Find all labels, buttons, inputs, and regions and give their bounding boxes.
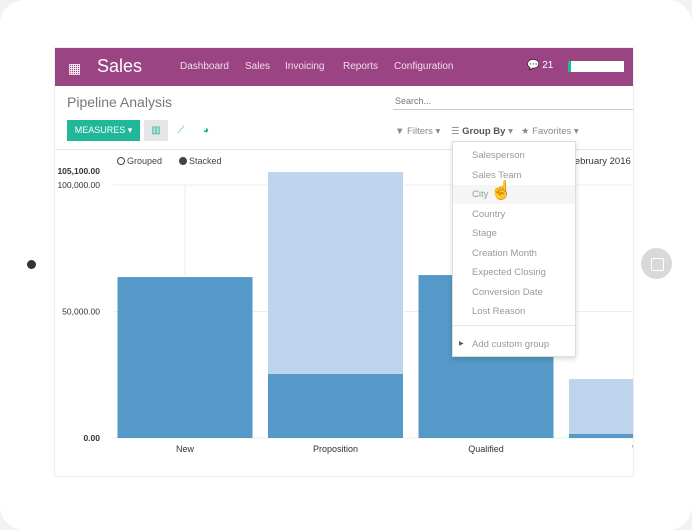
hand-cursor-icon: ☝ — [490, 180, 513, 200]
measures-button[interactable]: MEASURES ▾ — [67, 120, 140, 141]
app-brand: Sales — [97, 56, 143, 76]
x-tick-label: W — [632, 444, 634, 454]
favorites-label: Favorites — [532, 126, 572, 137]
y-tick-label: 50,000.00 — [62, 307, 100, 317]
bar-proposition-series-0[interactable] — [268, 373, 403, 438]
divider — [55, 149, 633, 150]
star-icon: ★ — [521, 126, 530, 137]
nav-reports[interactable]: Reports — [343, 61, 379, 72]
grouped-label: Grouped — [127, 156, 163, 166]
x-tick-label: Proposition — [313, 444, 358, 454]
x-tick-label: New — [176, 444, 195, 454]
favorites-button[interactable]: ★ Favorites ▾ — [521, 126, 579, 137]
grouped-radio[interactable]: Grouped — [117, 156, 162, 166]
line-chart-icon[interactable]: ⟋ — [177, 125, 185, 136]
app-screen: ▦ Sales Dashboard Sales Invoicing Report… — [54, 47, 634, 477]
add-custom-group[interactable]: ▶ Add custom group — [453, 335, 575, 354]
bar-w-series-1[interactable] — [569, 379, 634, 434]
chat-icon: 💬 — [527, 60, 540, 71]
caret-right-icon: ▶ — [459, 341, 464, 347]
dropdown-divider — [453, 325, 575, 326]
nav-invoicing[interactable]: Invoicing — [285, 61, 325, 72]
groupby-option-conversion-date[interactable]: Conversion Date — [472, 286, 543, 298]
groupby-option-stage[interactable]: Stage — [472, 228, 497, 239]
filters-label: Filters — [407, 126, 433, 137]
home-button[interactable] — [641, 248, 672, 279]
bar-new-series-0[interactable] — [117, 277, 253, 438]
pie-chart-icon[interactable]: ◕ — [202, 125, 210, 136]
top-navbar: ▦ Sales Dashboard Sales Invoicing Report… — [55, 48, 633, 86]
user-menu[interactable] — [568, 61, 624, 72]
groupby-dropdown: Salesperson Sales Team City Country Stage Cre… — [452, 141, 576, 357]
list-icon: ☰ — [451, 126, 460, 137]
y-tick-label: 100,000.00 — [57, 180, 100, 190]
groupby-option-sales-team[interactable]: Sales Team — [472, 169, 522, 181]
groupby-option-expected-closing[interactable]: Expected Closing — [472, 267, 546, 278]
stacked-radio[interactable]: Stacked — [179, 156, 222, 166]
add-custom-group-label: Add custom group — [472, 339, 550, 350]
radio-icon — [117, 157, 125, 165]
groupby-option-salesperson[interactable]: Salesperson — [472, 150, 525, 161]
stacked-label: Stacked — [189, 156, 222, 166]
y-tick-label: 0.00 — [83, 433, 100, 443]
groupby-option-country[interactable]: Country — [472, 208, 506, 220]
filters-button[interactable]: ▼ Filters ▾ — [395, 126, 441, 137]
camera-dot — [27, 260, 36, 269]
bar-proposition-series-1[interactable] — [268, 172, 403, 374]
groupby-option-city[interactable]: City — [453, 185, 575, 204]
groupby-button[interactable]: ☰ Group By ▾ — [451, 126, 513, 137]
page-title: Pipeline Analysis — [67, 94, 173, 110]
groupby-option-creation-month[interactable]: Creation Month — [472, 247, 537, 259]
messages-count: 21 — [542, 60, 554, 71]
apps-grid-icon[interactable]: ▦ — [68, 60, 82, 76]
groupby-label: Group By — [462, 126, 506, 137]
bar-w-series-0[interactable] — [569, 433, 634, 438]
search-input[interactable] — [393, 93, 633, 110]
bar-chart-icon[interactable]: ▥ — [144, 120, 168, 141]
legend-series-0[interactable]: February 2016 — [569, 156, 631, 167]
radio-checked-icon — [179, 157, 187, 165]
x-tick-label: Qualified — [468, 444, 504, 454]
filter-icon: ▼ — [395, 126, 405, 137]
nav-dashboard[interactable]: Dashboard — [180, 61, 229, 72]
y-max-label: 105,100.00 — [57, 166, 100, 176]
messages-button[interactable]: 💬 21 — [527, 60, 553, 71]
nav-sales[interactable]: Sales — [245, 61, 271, 72]
nav-configuration[interactable]: Configuration — [394, 61, 454, 72]
groupby-option-lost-reason[interactable]: Lost Reason — [472, 306, 526, 317]
